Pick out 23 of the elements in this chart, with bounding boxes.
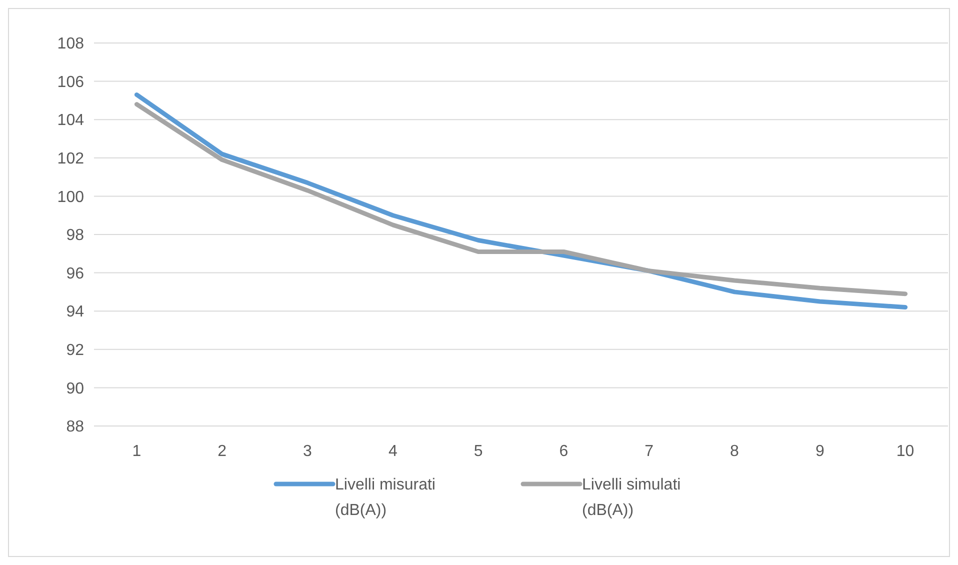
x-tick-label: 10	[896, 443, 914, 460]
legend-label: Livelli misurati (dB(A))	[335, 476, 436, 520]
legend-label: Livelli simulati (dB(A))	[582, 476, 681, 520]
y-tick-label: 102	[57, 150, 84, 168]
x-tick-label: 5	[474, 443, 483, 460]
y-tick-label: 108	[57, 36, 84, 53]
y-tick-label: 98	[66, 227, 84, 244]
x-tick-label: 2	[218, 443, 227, 460]
x-tick-label: 8	[730, 443, 740, 460]
y-tick-label: 88	[66, 418, 84, 436]
y-tick-label: 100	[57, 188, 84, 206]
y-tick-label: 104	[57, 112, 84, 130]
x-tick-label: 4	[388, 443, 398, 460]
y-tick-label: 96	[66, 265, 84, 282]
y-tick-label: 90	[66, 380, 84, 398]
x-tick-label: 7	[644, 443, 654, 460]
x-tick-label: 6	[559, 443, 568, 460]
y-tick-label: 94	[66, 304, 84, 321]
x-tick-label: 9	[815, 443, 824, 460]
y-tick-label: 106	[57, 74, 84, 91]
x-tick-label: 1	[132, 443, 142, 460]
x-tick-label: 3	[303, 443, 312, 460]
y-tick-label: 92	[66, 342, 84, 359]
